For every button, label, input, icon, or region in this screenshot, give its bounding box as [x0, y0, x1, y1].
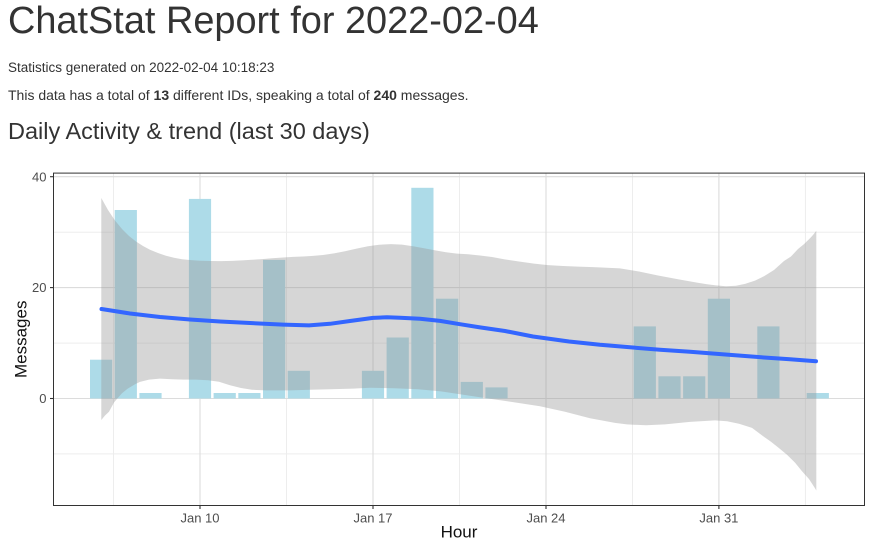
svg-text:0: 0 [39, 391, 46, 406]
svg-text:Jan 17: Jan 17 [353, 510, 392, 525]
svg-text:Messages: Messages [12, 301, 31, 378]
svg-text:Hour: Hour [441, 523, 478, 542]
svg-text:20: 20 [32, 280, 46, 295]
svg-text:Jan 24: Jan 24 [526, 510, 565, 525]
svg-text:Jan 10: Jan 10 [180, 510, 219, 525]
svg-text:Jan 31: Jan 31 [699, 510, 738, 525]
svg-text:40: 40 [32, 169, 46, 184]
